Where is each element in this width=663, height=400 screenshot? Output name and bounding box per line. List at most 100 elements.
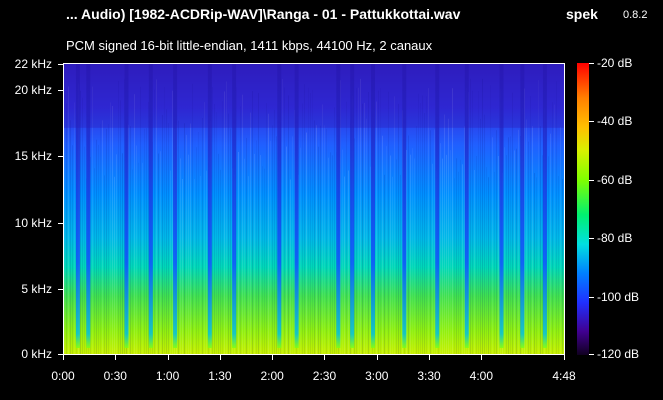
time-tick-label: 2:30 (312, 369, 337, 383)
time-tick-label: 0:00 (51, 369, 75, 383)
spectrogram-texture (386, 146, 387, 354)
spectrogram-texture (104, 175, 105, 354)
spectrogram-texture (282, 78, 283, 354)
spectrogram-texture (228, 113, 229, 354)
spectrogram-texture (120, 100, 121, 354)
spectrogram-quiet-gap (499, 64, 504, 348)
spectrogram-texture (486, 167, 487, 354)
spectrogram-texture (216, 112, 217, 354)
spectrogram-texture (370, 166, 371, 354)
spectrogram-texture (194, 179, 195, 354)
spectrogram-texture (340, 80, 341, 354)
spectrogram-texture (512, 92, 513, 354)
spectrogram-quiet-gap (124, 64, 129, 348)
spectrogram-texture (346, 101, 347, 354)
spectrogram-texture (238, 151, 239, 354)
spectrogram-texture (464, 126, 465, 354)
spectrogram-quiet-gap (173, 64, 178, 348)
spectrogram-texture (322, 104, 323, 354)
frequency-tick (58, 63, 63, 65)
spectrogram-texture (214, 103, 215, 354)
spectrogram-texture (470, 78, 471, 354)
spectrogram-texture (410, 154, 411, 354)
time-tick (272, 355, 274, 360)
spectrogram-texture (362, 103, 363, 354)
time-tick (219, 355, 221, 360)
spectrogram-quiet-gap (435, 64, 440, 348)
spectrogram-texture (494, 171, 495, 354)
spectrogram-texture (528, 141, 529, 354)
spectrogram-texture (252, 91, 253, 354)
time-tick-label: 4:00 (469, 369, 494, 383)
color-scale-label: -40 dB (597, 114, 633, 129)
spectrogram-texture (510, 136, 511, 354)
spectrogram-texture (164, 86, 165, 354)
spectrogram-texture (182, 178, 183, 354)
spectrogram-texture (488, 177, 489, 354)
spectrogram-texture (294, 109, 295, 354)
spectrogram-quiet-gap (402, 64, 407, 348)
time-tick (564, 355, 565, 360)
spectrogram-texture (506, 155, 507, 354)
spectrogram-texture (516, 148, 517, 354)
spectrogram-texture (452, 88, 453, 354)
spectrogram-texture (112, 105, 113, 354)
app-version: 0.8.2 (623, 9, 648, 21)
file-title: ... Audio) [1982-ACDRip-WAV]\Ranga - 01 … (66, 6, 461, 22)
spectrogram-texture (456, 158, 457, 354)
time-tick (376, 355, 378, 360)
spectrogram-texture (66, 103, 67, 354)
spectrogram-texture (224, 91, 225, 354)
spectrogram-texture (138, 162, 139, 354)
spectrogram-texture (508, 137, 509, 354)
spectrogram-texture (342, 149, 343, 354)
spectrogram-texture (308, 87, 309, 354)
color-scale-tick (589, 179, 594, 181)
color-scale-tick (589, 121, 594, 123)
spectrogram-texture (328, 157, 329, 354)
spectrogram-texture (366, 118, 367, 354)
spectrogram-texture (334, 107, 335, 354)
frequency-tick-label: 0 kHz (21, 347, 52, 361)
spectrogram-texture (480, 118, 481, 354)
spectrogram-texture (200, 175, 201, 354)
spectrogram-texture (212, 87, 213, 354)
spectrogram-canvas (64, 64, 564, 354)
spectrogram-texture (192, 83, 193, 354)
frequency-tick-label: 5 kHz (21, 281, 52, 296)
spectrogram-texture (364, 102, 365, 354)
spectrogram-texture (74, 102, 75, 354)
spectrogram-texture (230, 128, 231, 354)
spectrogram-texture (292, 136, 293, 354)
color-scale-label: -120 dB (597, 347, 640, 361)
spectrogram-texture (414, 158, 415, 354)
spectrogram-texture (558, 175, 559, 354)
spectrogram-texture (270, 140, 271, 354)
spectrogram-texture (172, 90, 173, 354)
spectrogram-texture (122, 153, 123, 354)
time-tick-label: 1:30 (208, 369, 232, 383)
spectrogram-texture (68, 86, 69, 354)
spectrogram-texture (72, 145, 73, 354)
spectrogram-texture (562, 178, 563, 354)
spectrogram-texture (242, 94, 243, 354)
spectrogram-texture (554, 104, 555, 354)
frequency-tick (58, 222, 63, 224)
spectrogram-texture (360, 78, 361, 354)
spectrogram-texture (460, 159, 461, 354)
spectrogram-texture (524, 88, 525, 354)
spectrogram-texture (498, 155, 499, 354)
spectrogram-texture (344, 176, 345, 354)
spectrogram-texture (130, 126, 131, 354)
app-name: spek (566, 6, 598, 22)
spectrogram-texture (284, 87, 285, 354)
frequency-tick-label: 22 kHz (14, 56, 52, 71)
spectrogram-texture (140, 86, 141, 354)
spectrogram-texture (400, 174, 401, 354)
color-scale-tick (589, 238, 594, 240)
color-scale-tick (589, 63, 594, 64)
spectrogram-texture (262, 166, 263, 354)
spectrogram-texture (178, 120, 179, 354)
spectrogram-texture (474, 169, 475, 354)
spectrogram-texture (206, 170, 207, 354)
